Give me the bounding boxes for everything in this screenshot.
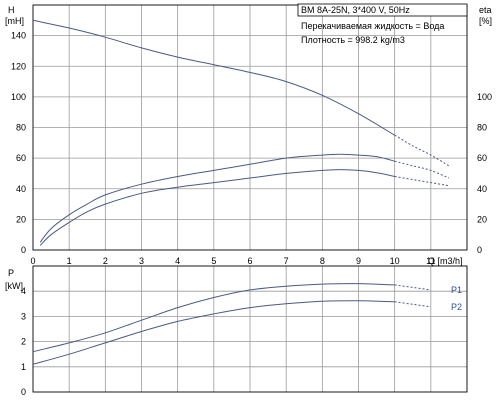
- curve-extension-0: [394, 134, 450, 167]
- y2-tick-label: 0: [477, 245, 482, 255]
- plot-frame-bottom: [32, 265, 468, 393]
- curve-series-1: [39, 153, 395, 243]
- p-tick-label: 3: [21, 311, 26, 321]
- curve-extension-1: [394, 160, 450, 179]
- p-tick-label: 0: [21, 387, 26, 397]
- head-efficiency-plot: 0 1 2 3 4 5 6 7 8 9 10 11 0 20 40 60 80 100 120 140 0 20 40 60 8…: [5, 3, 492, 266]
- x-tick-label: 0: [30, 256, 35, 266]
- x-tick-label: 1: [67, 256, 72, 266]
- y2-tick-label: 80: [477, 123, 487, 133]
- density-note: Плотность = 998.2 kg/m3: [301, 35, 405, 45]
- y2-axis-label: eta: [479, 5, 492, 15]
- power-curve-extension-p1: [394, 284, 431, 291]
- p-tick-label: 2: [21, 337, 26, 347]
- y-axis-unit: [mH]: [5, 16, 24, 26]
- y-tick-label: 60: [16, 153, 26, 163]
- x-axis-label: Q [m3/h]: [428, 256, 463, 266]
- fluid-note: Перекачиваемая жидкость = Вода: [301, 21, 444, 31]
- y2-axis-unit: [%]: [479, 16, 492, 26]
- series-label-p1: P1: [451, 285, 462, 295]
- x-tick-label: 7: [284, 256, 289, 266]
- y-tick-label: 40: [16, 184, 26, 194]
- curve-extension-2: [394, 176, 449, 187]
- x-tick-label: 3: [139, 256, 144, 266]
- y-tick-label: 80: [16, 123, 26, 133]
- y-tick-label: 120: [11, 61, 26, 71]
- p-axis-label: P: [8, 268, 14, 278]
- x-tick-label: 10: [390, 256, 400, 266]
- series-label-p2: P2: [451, 302, 462, 312]
- x-tick-label: 11: [426, 256, 435, 266]
- y-tick-label: 100: [11, 92, 26, 102]
- power-curve-extension-p2: [394, 301, 431, 308]
- x-tick-label: 6: [247, 256, 252, 266]
- p-axis-unit: [kW]: [5, 281, 23, 291]
- plot-frame-top: [32, 4, 468, 251]
- y2-tick-label: 60: [477, 153, 487, 163]
- y2-tick-label: 20: [477, 214, 487, 224]
- curve-series-2: [39, 169, 395, 246]
- x-tick-label: 8: [320, 256, 325, 266]
- x-tick-label: 5: [211, 256, 216, 266]
- power-curve-p2: [32, 300, 395, 365]
- y-tick-label: 20: [16, 214, 26, 224]
- power-plot: 0 1 2 3 4P [kW] P1 P2: [5, 265, 468, 397]
- p-tick-label: 4: [21, 286, 26, 296]
- x-tick-label: 9: [356, 256, 361, 266]
- x-tick-label: 4: [175, 256, 180, 266]
- p-tick-label: 1: [21, 362, 26, 372]
- y2-tick-label: 40: [477, 184, 487, 194]
- curve-series-0: [32, 19, 395, 136]
- y-axis-label: H: [8, 5, 15, 15]
- x-tick-label: 2: [103, 256, 108, 266]
- chart-title: BM 8A-25N, 3*400 V, 50Hz: [301, 5, 410, 15]
- y2-tick-label: 100: [477, 92, 492, 102]
- y-tick-label: 0: [21, 245, 26, 255]
- y-tick-label: 140: [11, 31, 26, 41]
- power-curve-p1: [32, 283, 395, 353]
- title-box: [297, 3, 468, 17]
